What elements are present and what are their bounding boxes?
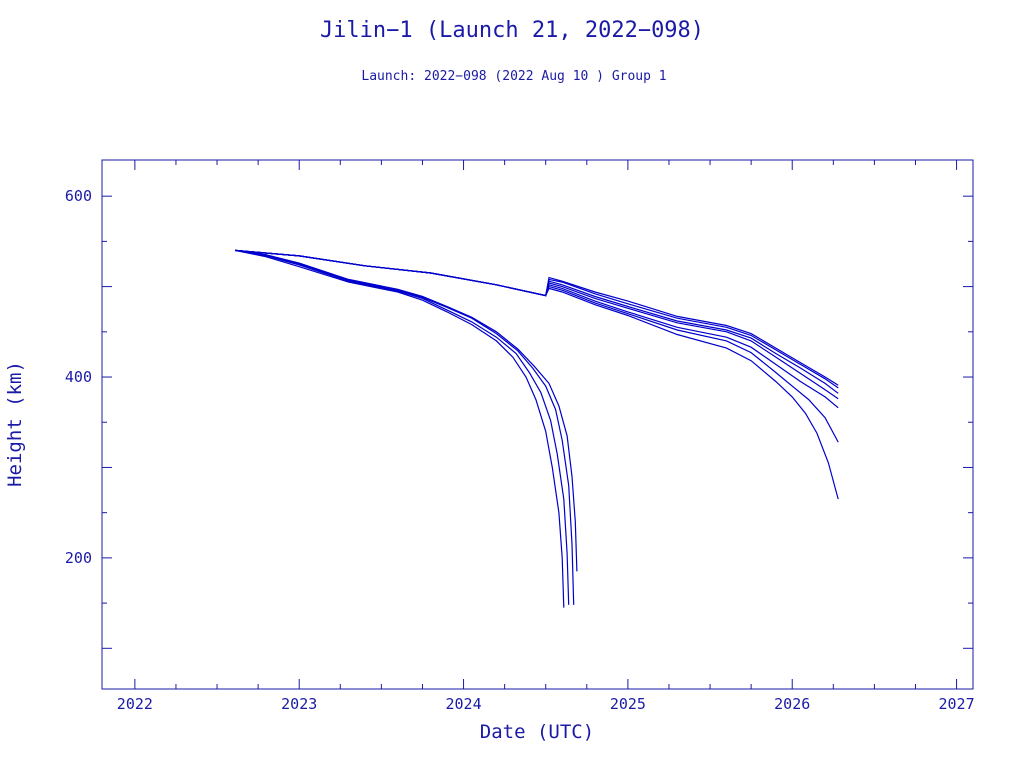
plot-frame xyxy=(101,159,974,690)
series-line-1 xyxy=(234,249,565,608)
series-line-6 xyxy=(235,249,839,386)
y-tick-label: 200 xyxy=(65,549,92,567)
series-group xyxy=(234,249,839,608)
x-axis-label: Date (UTC) xyxy=(480,721,594,743)
y-tick-label: 400 xyxy=(65,368,92,386)
series-line-4 xyxy=(235,249,578,572)
x-tick-label: 2023 xyxy=(281,695,317,713)
tick-labels: 2022 2023 2024 2025 2026 2027 200 400 600 xyxy=(65,187,975,713)
series-line-3 xyxy=(235,249,575,605)
x-tick-label: 2022 xyxy=(117,695,153,713)
series-line-2 xyxy=(234,249,570,605)
series-line-5 xyxy=(235,249,839,389)
x-tick-label: 2026 xyxy=(774,695,810,713)
chart-title: Jilin−1 (Launch 21, 2022−098) xyxy=(320,18,704,43)
x-tick-label: 2024 xyxy=(445,695,481,713)
y-tick-label: 600 xyxy=(65,187,92,205)
chart-subtitle: Launch: 2022−098 (2022 Aug 10 ) Group 1 xyxy=(361,69,666,84)
x-tick-label: 2027 xyxy=(939,695,975,713)
series-line-11 xyxy=(235,249,839,500)
y-axis-label: Height (km) xyxy=(4,361,26,487)
axis-ticks xyxy=(102,160,973,689)
x-tick-label: 2025 xyxy=(610,695,646,713)
